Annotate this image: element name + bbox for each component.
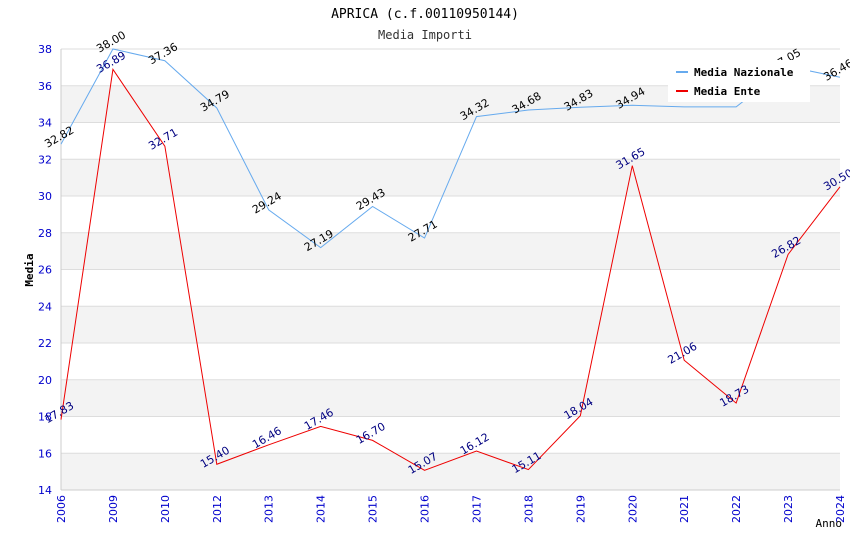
plot-background-bands [61, 85, 840, 490]
series-lines [60, 48, 841, 471]
y-tick-label: 16 [38, 447, 52, 460]
x-tick-label: 2006 [55, 495, 68, 523]
series-line-media-ente [60, 68, 841, 471]
y-tick-label: 24 [38, 300, 52, 313]
grid-lines [61, 48, 840, 491]
x-tick-label: 2017 [470, 495, 483, 523]
x-tick-label: 2015 [367, 495, 380, 523]
x-tick-label: 2016 [419, 495, 432, 523]
y-tick-label: 26 [38, 264, 52, 277]
y-tick-label: 36 [38, 80, 52, 93]
y-tick-label: 20 [38, 374, 52, 387]
x-tick-label: 2009 [107, 495, 120, 523]
data-label: 17.83 [42, 399, 76, 426]
y-tick-label: 38 [38, 43, 52, 56]
x-tick-label: 2022 [730, 495, 743, 523]
x-tick-label: 2013 [263, 495, 276, 523]
legend-box [668, 60, 810, 102]
data-label: 16.70 [354, 420, 388, 447]
data-label: 21.06 [666, 340, 700, 367]
data-label: 37.36 [146, 40, 180, 67]
x-tick-label: 2020 [626, 495, 639, 523]
data-label: 32.71 [146, 126, 180, 153]
x-tick-label: 2021 [678, 495, 691, 523]
series-line-media-nazionale [60, 48, 841, 249]
y-tick-labels: 14 16 18 20 22 24 26 28 30 32 34 36 38 [38, 43, 52, 497]
x-tick-label: 2024 [834, 495, 847, 523]
chart-subtitle: Media Importi [378, 28, 472, 42]
x-axis-label: Anno [816, 517, 843, 530]
y-tick-label: 34 [38, 117, 52, 130]
chart-title: APRICA (c.f.00110950144) [331, 7, 519, 22]
y-tick-label: 14 [38, 484, 52, 497]
x-tick-label: 2018 [522, 495, 535, 523]
x-tick-label: 2019 [574, 495, 587, 523]
legend-label-nazionale: Media Nazionale [694, 66, 794, 79]
y-tick-label: 28 [38, 227, 52, 240]
x-tick-label: 2023 [782, 495, 795, 523]
x-tick-label: 2014 [315, 495, 328, 523]
x-tick-labels: 2006 2009 2010 2012 2013 2014 2015 2016 2017 2018… [55, 495, 847, 523]
y-axis-label: Media [23, 253, 36, 286]
legend: Media Nazionale Media Ente [668, 60, 810, 102]
grid-band [61, 232, 840, 270]
y-tick-label: 18 [38, 411, 52, 424]
data-label: 36.46 [821, 57, 850, 84]
grid-band [61, 306, 840, 343]
y-tick-label: 22 [38, 337, 52, 350]
grid-band [61, 453, 840, 490]
legend-label-ente: Media Ente [694, 85, 761, 98]
y-tick-label: 32 [38, 153, 52, 166]
grid-band [61, 379, 840, 417]
y-tick-label: 30 [38, 190, 52, 203]
x-tick-label: 2010 [159, 495, 172, 523]
x-tick-label: 2012 [211, 495, 224, 523]
data-label: 16.46 [250, 424, 284, 451]
